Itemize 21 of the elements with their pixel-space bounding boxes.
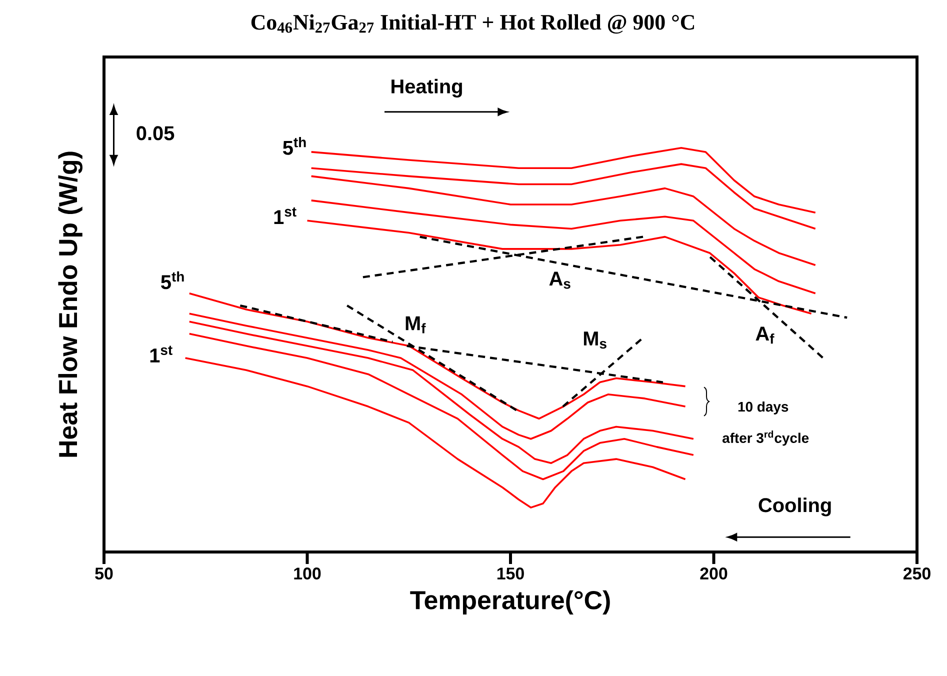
annotation: M$_{f}$	[406, 316, 426, 334]
annotation: 10 days	[738, 401, 788, 414]
text: Heating	[392, 78, 462, 98]
annotation: 5$^{th}$	[161, 271, 184, 290]
annotation: Cooling	[758, 498, 831, 516]
x-tick-label: 250	[903, 568, 930, 580]
annotation: A$_{f}$	[756, 326, 774, 344]
x-tick-label: 100	[294, 568, 321, 580]
text: 0.05	[136, 126, 174, 140]
x-tick-label: 50	[95, 568, 113, 580]
x-axis-title: Temperature(°C)	[410, 590, 610, 614]
y-axis-title: Heat Flow Endo Up (W/g)	[58, 152, 82, 457]
annotation: after 3$^{rd}$cycle	[722, 430, 809, 446]
annotation: M$_{s}$	[584, 332, 606, 349]
chart-title: Co$_{46}$Ni$_{27}$Ga$_{27}$ Initial-HT + Hot Rolled @ 900 °C	[251, 14, 694, 34]
x-tick-label: 150	[497, 568, 524, 580]
annotation: 1$^{st}$	[150, 346, 172, 362]
annotation: A$_{s}$	[549, 272, 570, 289]
annotation: 5$^{th}$	[282, 137, 306, 155]
annotation: 1$^{st}$	[274, 207, 296, 224]
x-tick-label: 200	[700, 568, 728, 580]
